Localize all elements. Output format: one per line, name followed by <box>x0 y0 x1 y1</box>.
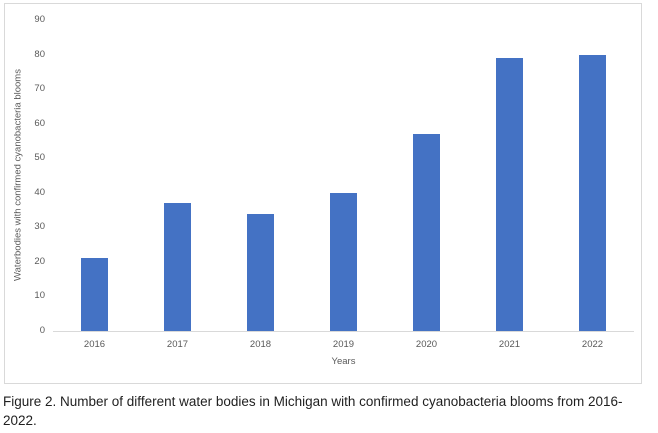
figure-caption: Figure 2. Number of different water bodi… <box>3 394 623 428</box>
x-tick-label: 2020 <box>415 339 438 350</box>
y-tick-label: 0 <box>39 325 45 336</box>
y-tick-label: 70 <box>34 83 45 95</box>
bar-2020 <box>413 134 440 331</box>
y-tick-label: 80 <box>34 48 45 60</box>
plot-area: Years 0 10 20 30 40 50 60 70 80 90 2016 2017 2018 201… <box>34 14 634 367</box>
bar-2018 <box>247 214 274 331</box>
y-tick-label: 30 <box>34 221 45 233</box>
bar-2017 <box>164 203 191 331</box>
chart-figure: Waterbodies with confirmed cyanobacteria… <box>4 3 642 384</box>
bar-2019 <box>330 193 357 331</box>
bar-2022 <box>579 55 606 331</box>
y-tick-label: 50 <box>34 152 45 164</box>
x-tick-label: 2017 <box>166 339 189 350</box>
y-axis-title: Waterbodies with confirmed cyanobacteria… <box>12 69 24 281</box>
x-tick-label: 2022 <box>581 339 604 350</box>
x-tick-label: 2018 <box>249 339 272 350</box>
bar-2021 <box>496 58 523 331</box>
x-tick-label: 2021 <box>498 339 521 350</box>
bar-2016 <box>81 258 108 331</box>
y-tick-label: 20 <box>34 255 45 267</box>
y-tick-label: 60 <box>34 117 45 129</box>
y-tick-label: 90 <box>34 14 45 25</box>
y-tick-label: 40 <box>34 186 45 198</box>
y-tick-label: 10 <box>34 290 45 302</box>
x-axis-title: Years <box>331 356 356 367</box>
x-tick-label: 2019 <box>332 339 355 350</box>
x-tick-label: 2016 <box>83 339 106 350</box>
